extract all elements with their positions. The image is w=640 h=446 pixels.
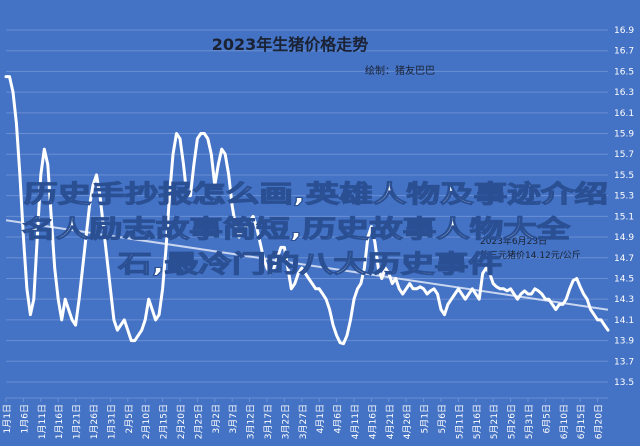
- x-tick-label: 3月27日: [298, 404, 309, 439]
- grid-lines: [6, 29, 608, 383]
- x-tick-label: 1月1日: [2, 404, 13, 433]
- x-tick-label: 5月21日: [489, 404, 500, 439]
- x-tick-label: 3月22日: [280, 404, 291, 439]
- chart-subtitle: 绘制：猪友巴巴: [365, 64, 435, 77]
- x-tick-label: 4月11日: [350, 404, 361, 439]
- x-tick-label: 2月25日: [193, 404, 204, 439]
- x-tick-label: 1月6日: [19, 404, 30, 433]
- y-tick-label: 14.5: [614, 274, 634, 284]
- y-tick-label: 16.1: [614, 109, 634, 119]
- watermark-line-2: 名人励志故事简短,历史故事人物大全: [22, 215, 571, 243]
- x-tick-label: 4月26日: [402, 404, 413, 439]
- x-tick-label: 2月15日: [159, 404, 170, 439]
- x-tick-label: 6月10日: [559, 404, 570, 439]
- x-tick-label: 3月7日: [228, 404, 239, 433]
- x-tick-label: 3月2日: [211, 404, 222, 433]
- y-tick-label: 16.7: [614, 47, 634, 57]
- x-tick-label: 6月15日: [576, 404, 587, 439]
- y-tick-label: 14.3: [614, 295, 634, 305]
- x-tick-label: 6月5日: [541, 404, 552, 433]
- y-tick-label: 13.5: [614, 378, 634, 388]
- y-tick-label: 16.5: [614, 67, 634, 77]
- y-tick-label: 15.9: [614, 130, 634, 140]
- x-tick-label: 5月11日: [454, 404, 465, 439]
- x-tick-label: 2月5日: [124, 404, 135, 433]
- x-tick-label: 4月6日: [333, 404, 344, 433]
- y-axis: 16.9 16.7 16.5 16.3 16.1 15.9 15.7 15.5 15.3 15.1…: [614, 26, 634, 388]
- x-tick-label: 1月16日: [54, 404, 65, 439]
- watermark-line-3: 石,最冷门的八大历史事件: [117, 250, 502, 278]
- x-tick-label: 2月20日: [176, 404, 187, 439]
- x-tick-label: 1月11日: [37, 404, 48, 439]
- y-tick-label: 15.5: [614, 171, 634, 181]
- y-tick-label: 13.9: [614, 337, 634, 347]
- chart-title: 2023年生猪价格走势: [212, 35, 369, 54]
- x-tick-label: 5月26日: [507, 404, 518, 439]
- x-axis: 1月1日 1月6日 1月11日 1月16日 1月21日 1月26日 1月31日 2月5日 2月1…: [2, 397, 608, 439]
- x-tick-label: 4月21日: [385, 404, 396, 439]
- watermark: 历史手抄报怎么画,英雄人物及事迹介绍 名人励志故事简短,历史故事人物大全 石,最…: [22, 180, 609, 279]
- x-tick-label: 3月12日: [246, 404, 257, 439]
- x-tick-label: 5月1日: [420, 404, 431, 433]
- y-tick-label: 13.7: [614, 357, 634, 367]
- y-tick-label: 15.7: [614, 150, 634, 160]
- y-tick-label: 15.1: [614, 212, 634, 222]
- annotation-price: 外三元猪价14.12元/公斤: [480, 249, 581, 261]
- y-tick-label: 15.3: [614, 192, 634, 202]
- y-tick-label: 16.9: [614, 26, 634, 36]
- x-tick-label: 5月6日: [437, 404, 448, 433]
- x-tick-label: 4月16日: [367, 404, 378, 439]
- x-tick-label: 5月16日: [472, 404, 483, 439]
- x-tick-label: 6月20日: [594, 404, 605, 439]
- x-tick-label: 1月26日: [89, 404, 100, 439]
- x-tick-label: 1月31日: [106, 404, 117, 439]
- x-tick-label: 3月17日: [263, 404, 274, 439]
- y-tick-label: 16.3: [614, 88, 634, 98]
- x-tick-label: 2月10日: [141, 404, 152, 439]
- y-tick-label: 14.1: [614, 316, 634, 326]
- x-tick-label: 5月31日: [524, 404, 535, 439]
- annotation-date: 2023年6月23日: [480, 235, 547, 247]
- trend-line: [5, 219, 609, 311]
- y-tick-label: 14.9: [614, 233, 634, 243]
- y-tick-label: 14.7: [614, 254, 634, 264]
- series-line-price: [4, 75, 610, 346]
- watermark-line-1: 历史手抄报怎么画,英雄人物及事迹介绍: [24, 180, 608, 208]
- x-tick-label: 1月21日: [72, 404, 83, 439]
- x-tick-label: 4月1日: [315, 404, 326, 433]
